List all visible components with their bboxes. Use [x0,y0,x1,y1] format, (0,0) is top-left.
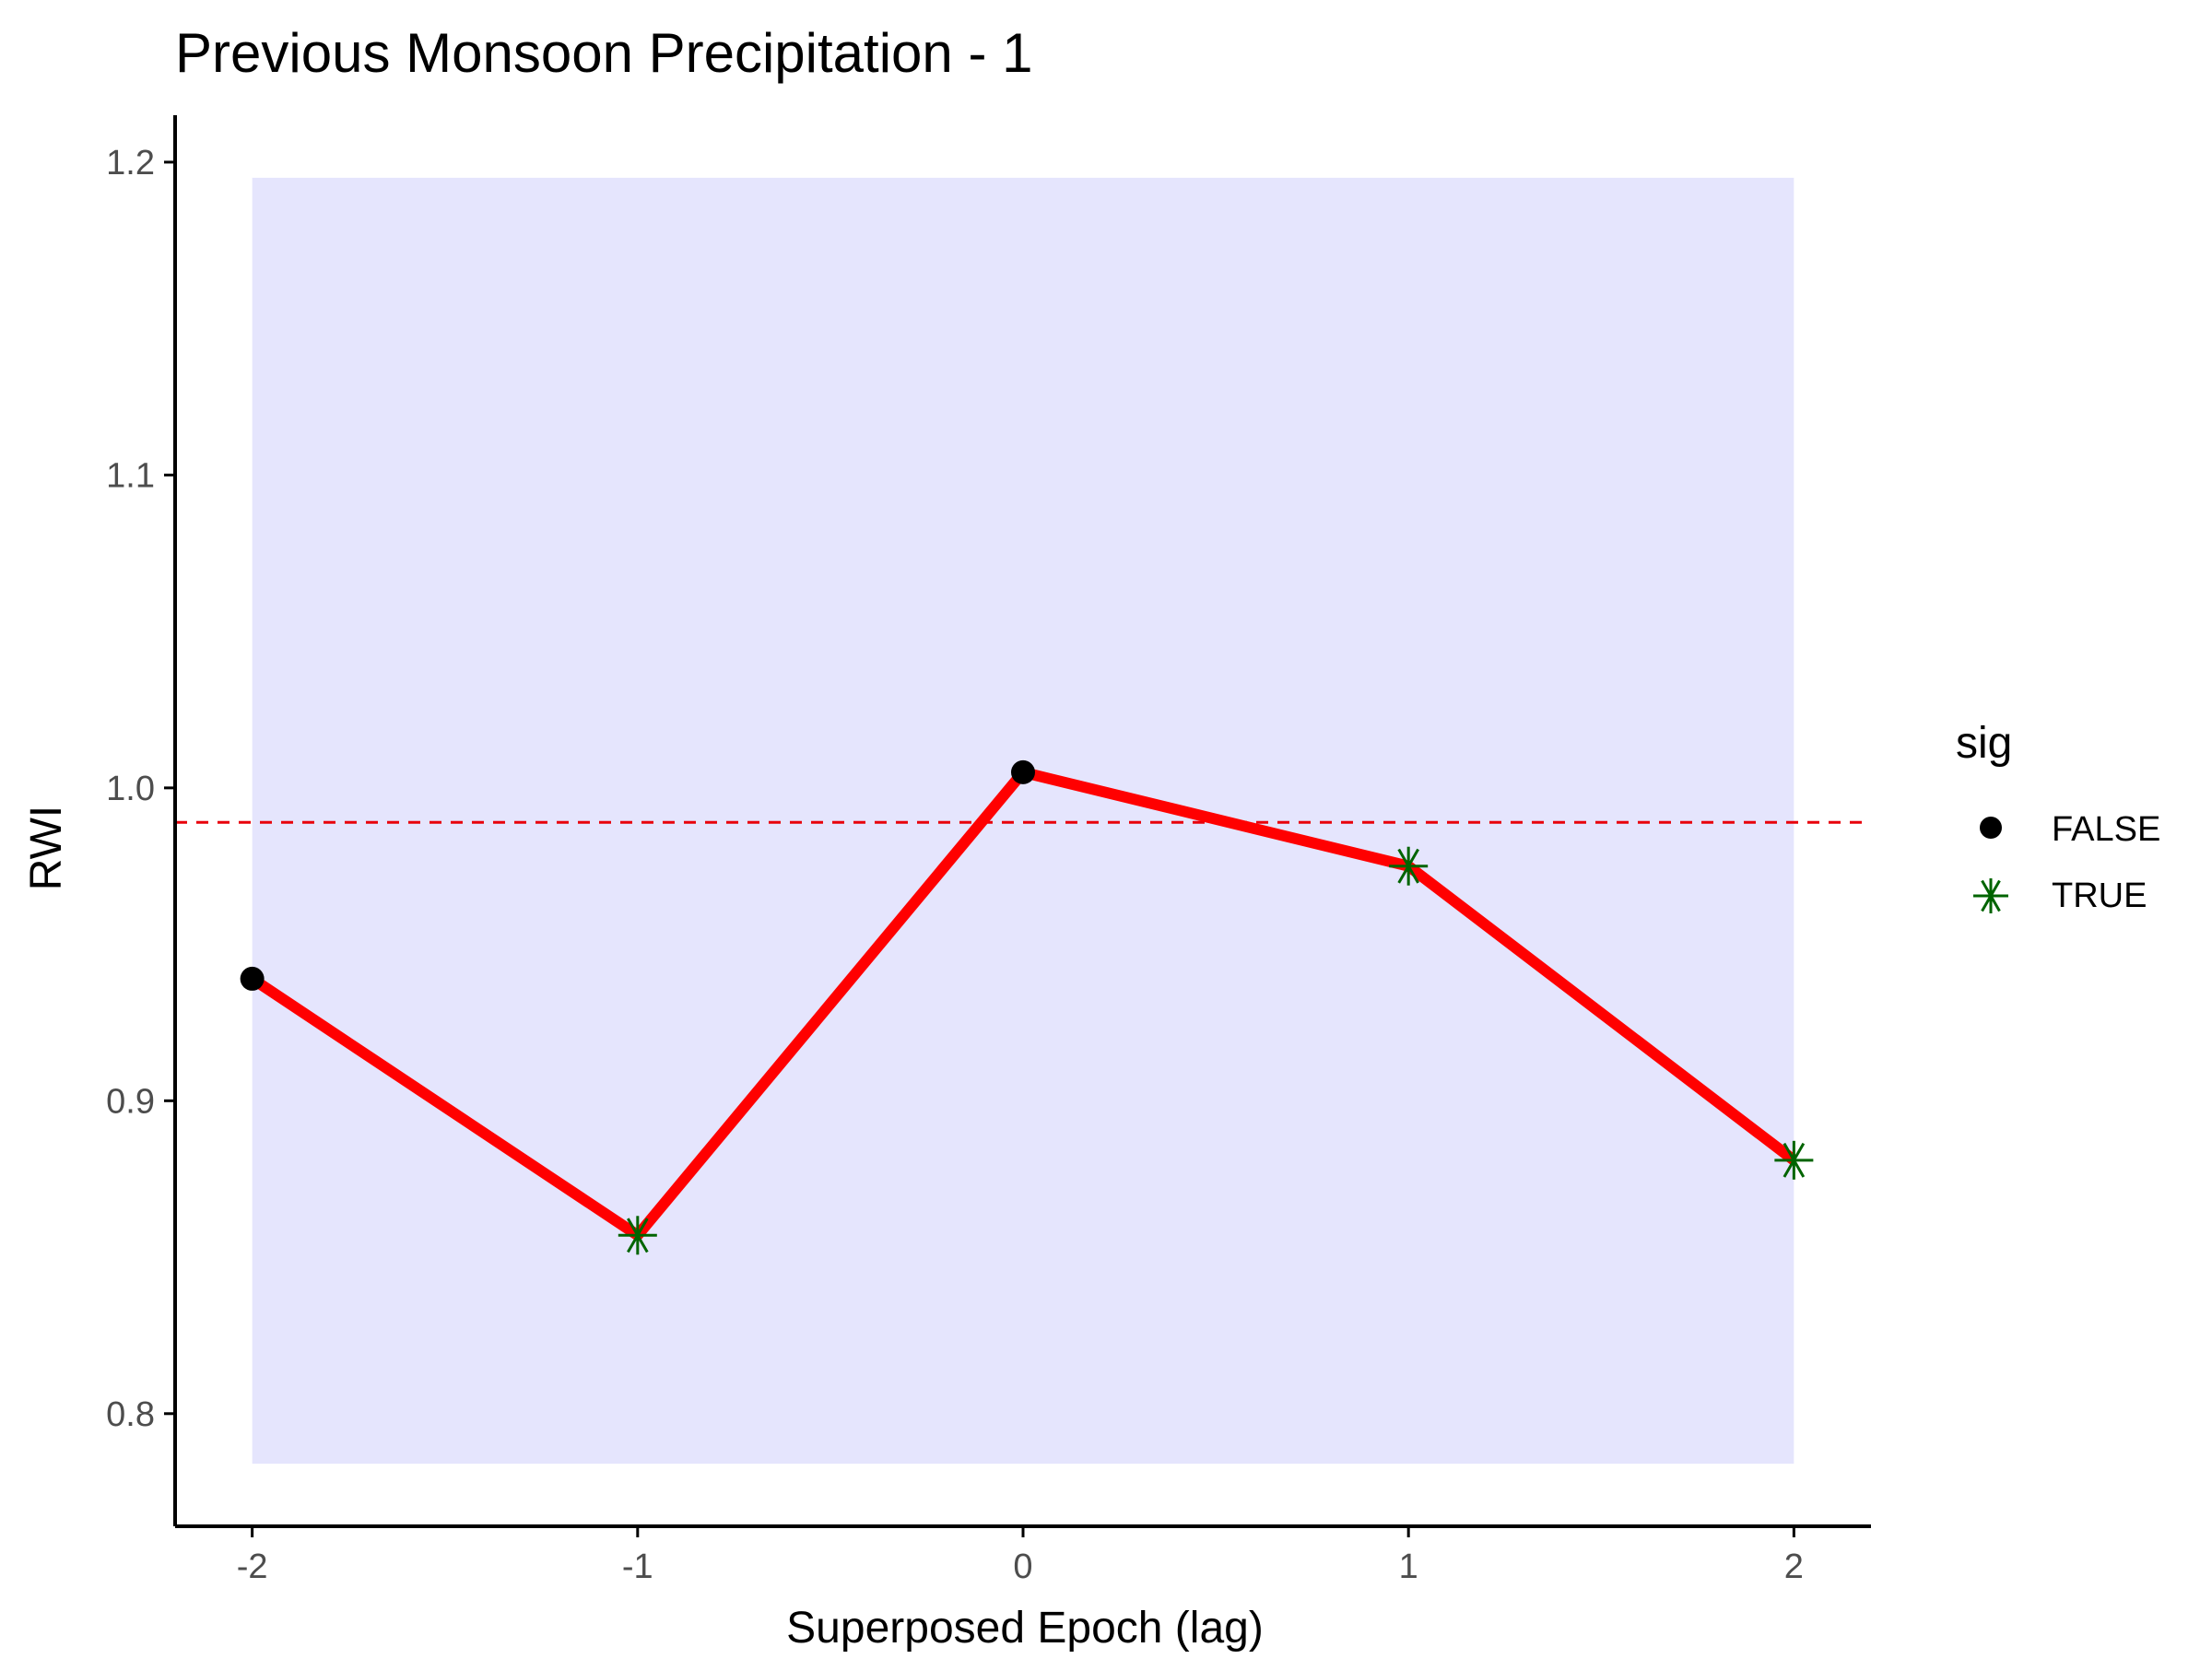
x-tick-label: 2 [1784,1547,1804,1586]
plot-area [175,177,1871,1465]
x-ticks: -2 -1 0 1 2 [237,1526,1804,1586]
x-axis-title: Superposed Epoch (lag) [786,1604,1264,1653]
confidence-band [252,177,1794,1465]
y-tick-label: 1.2 [106,144,155,182]
x-tick-label: 1 [1399,1547,1418,1586]
y-ticks: 0.8 0.9 1.0 1.1 1.2 [106,144,175,1434]
data-point-false [1011,759,1035,784]
legend-title: sig [1956,719,2012,768]
x-tick-label: -1 [622,1547,653,1586]
legend: sig FALSE TRUE [1956,719,2160,915]
chart-title: Previous Monsoon Precipitation - 1 [175,22,1032,84]
y-tick-label: 0.8 [106,1395,155,1434]
legend-item-false: FALSE [1980,810,2160,849]
data-point-false [240,966,265,991]
data-point-true [1389,846,1429,886]
x-tick-label: 0 [1013,1547,1032,1586]
legend-asterisk-mark [1973,878,2008,913]
data-point-true [1774,1140,1814,1180]
legend-asterisk-icon [1973,878,2008,913]
y-tick-label: 1.1 [106,456,155,495]
legend-label-true: TRUE [2052,877,2147,915]
y-tick-label: 0.9 [106,1082,155,1121]
legend-label-false: FALSE [2052,810,2160,849]
y-tick-label: 1.0 [106,770,155,808]
data-points [240,759,1814,1255]
x-tick-label: -2 [237,1547,268,1586]
data-point-true [618,1216,657,1255]
legend-item-true: TRUE [1973,877,2147,915]
y-axis-title: RWI [22,806,71,890]
legend-dot-icon [1980,817,2002,839]
